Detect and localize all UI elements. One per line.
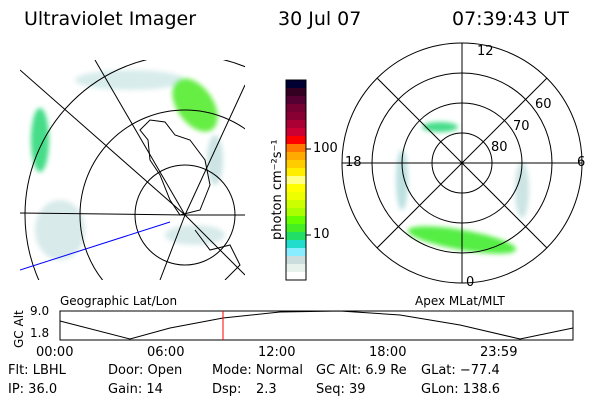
aurora-emission [31, 70, 225, 260]
altitude-plot [59, 310, 574, 341]
time: 07:39:43 UT [452, 8, 569, 30]
colorbar-band [286, 176, 306, 185]
colorbar-band [286, 240, 306, 249]
gain: Gain: 14 [108, 382, 163, 397]
title: Ultraviolet Imager [24, 8, 197, 30]
colorbar-band [286, 160, 306, 169]
colorbar-label: photon cm⁻²s⁻¹ [270, 139, 285, 240]
alt-ylabel: GC Alt [12, 310, 26, 348]
colorbar-band [286, 144, 306, 153]
date: 30 Jul 07 [278, 8, 362, 30]
xtick-4: 23:59 [480, 345, 518, 360]
xtick-2: 12:00 [258, 345, 296, 360]
colorbar-band [286, 248, 306, 257]
colorbar-band [286, 112, 306, 121]
colorbar-ticks [306, 148, 311, 236]
glat: GLat: −77.4 [421, 363, 500, 378]
filter: Flt: LBHL [8, 363, 66, 378]
mlt-0: 0 [466, 275, 475, 290]
colorbar-band [286, 80, 306, 89]
door: Door: Open [108, 363, 183, 378]
dsp-value: 2.3 [256, 382, 277, 397]
colorbar-band [286, 104, 306, 113]
ip: IP: 36.0 [8, 382, 58, 397]
colorbar-band [286, 192, 306, 201]
mlt-18: 18 [345, 155, 362, 170]
colorbar-band [286, 264, 306, 273]
colorbar [285, 79, 307, 281]
xtick-0: 00:00 [36, 345, 74, 360]
xtick-1: 06:00 [147, 345, 185, 360]
colorbar-tick-10: 10 [313, 227, 330, 242]
colorbar-band [286, 184, 306, 193]
lat-80: 80 [491, 140, 508, 155]
colorbar-band [286, 152, 306, 161]
lat-60: 60 [535, 97, 552, 112]
left-panel-label: Geographic Lat/Lon [60, 294, 178, 308]
gc-alt: GC Alt: 6.9 Re [316, 363, 407, 378]
xtick-3: 18:00 [369, 345, 407, 360]
colorbar-band [286, 200, 306, 209]
colorbar-band [286, 256, 306, 265]
colorbar-band [286, 224, 306, 233]
mlt-12: 12 [477, 44, 494, 59]
colorbar-tick-100: 100 [313, 141, 338, 156]
colorbar-band [286, 216, 306, 225]
mode: Mode: Normal [212, 363, 303, 378]
dsp-label: Dsp: [212, 382, 242, 397]
mlt-6: 6 [577, 155, 586, 170]
colorbar-band [286, 232, 306, 241]
colorbar-band [286, 120, 306, 129]
colorbar-band [286, 208, 306, 217]
apex-polar-plot [341, 42, 583, 284]
colorbar-band [286, 168, 306, 177]
alt-ytick-9: 9.0 [30, 304, 50, 318]
right-panel-label: Apex MLat/MLT [415, 294, 505, 308]
colorbar-band [286, 88, 306, 97]
colorbar-band [286, 96, 306, 105]
lat-70: 70 [513, 119, 530, 134]
colorbar-band [286, 272, 306, 281]
seq: Seq: 39 [316, 382, 366, 397]
geographic-map [20, 60, 245, 280]
colorbar-frame [285, 79, 307, 281]
colorbar-band [286, 128, 306, 137]
colorbar-band [286, 136, 306, 145]
glon: GLon: 138.6 [421, 382, 501, 397]
alt-ytick-1: 1.8 [30, 326, 50, 340]
